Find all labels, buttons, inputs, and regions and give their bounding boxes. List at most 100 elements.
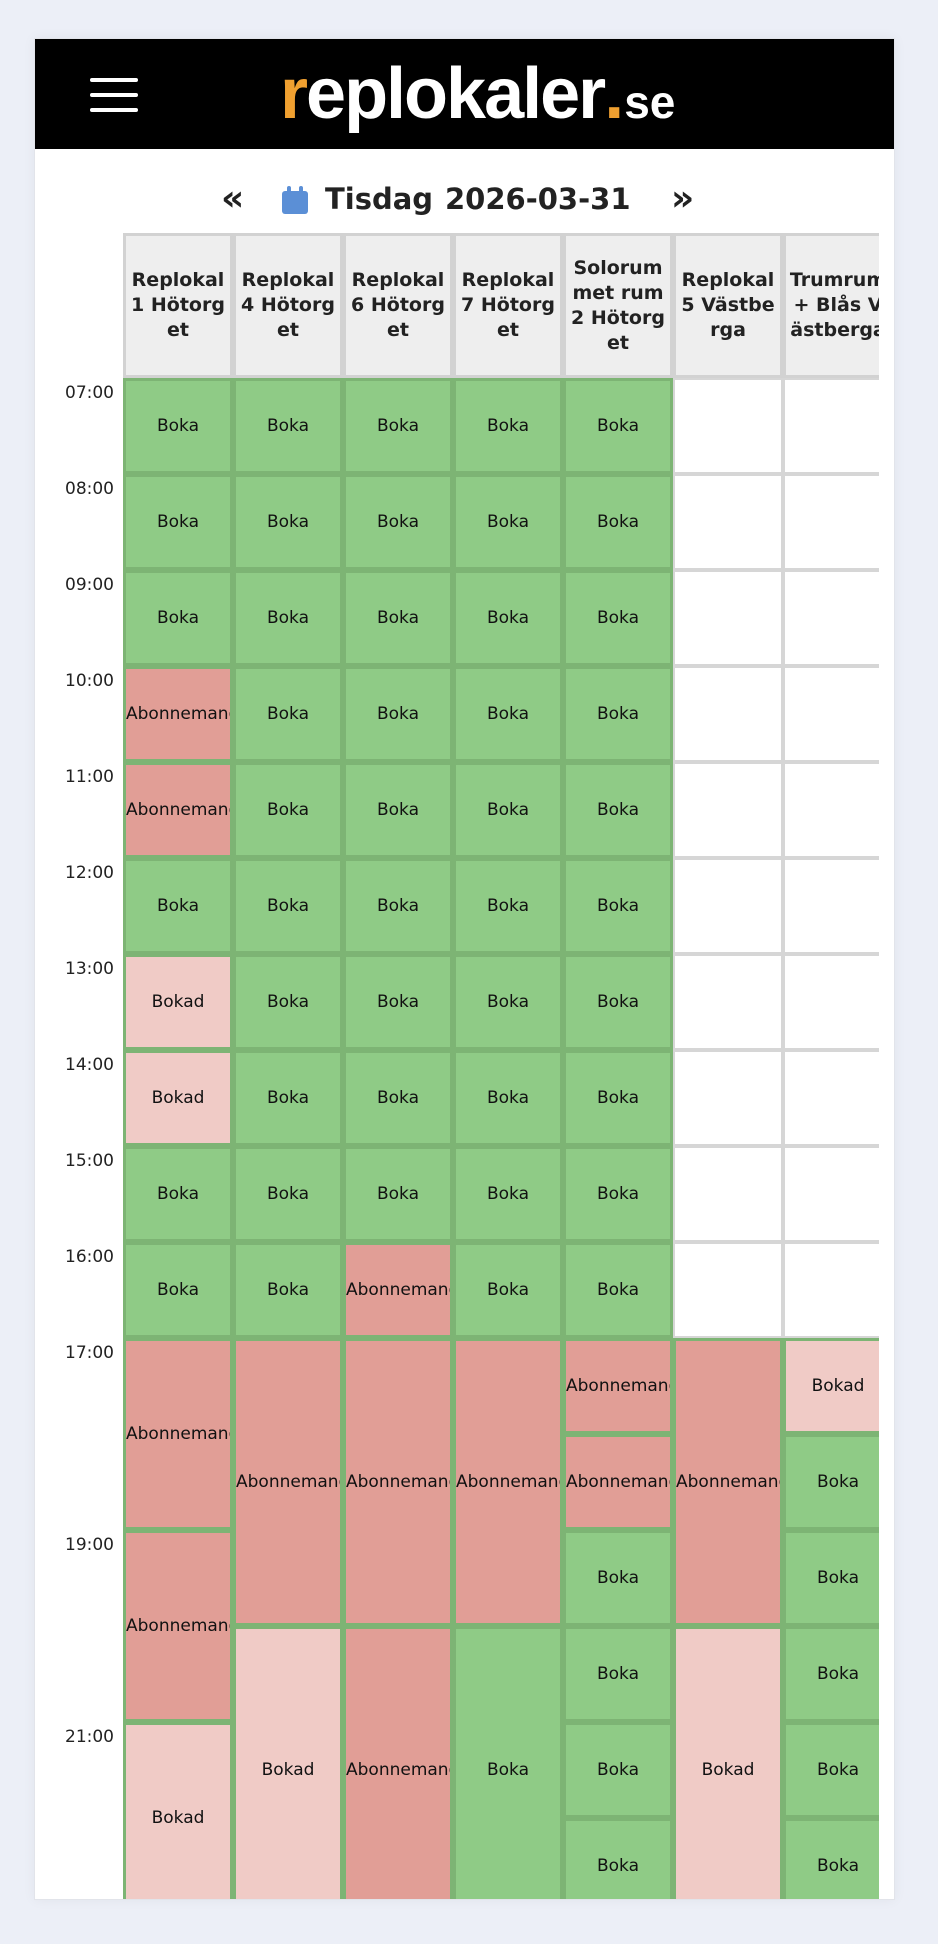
empty-slot	[783, 762, 879, 858]
slot-available[interactable]: Boka	[563, 1146, 673, 1242]
calendar-icon[interactable]	[282, 186, 308, 214]
slot-label: Boka	[376, 512, 420, 532]
slot-available[interactable]: Boka	[453, 1242, 563, 1338]
hamburger-icon[interactable]	[90, 76, 140, 114]
slot-subscription[interactable]: Abonnemang	[123, 1338, 233, 1530]
logo-main: eplokaler	[306, 54, 606, 134]
slot-available[interactable]: Boka	[343, 378, 453, 474]
slot-available[interactable]: Boka	[233, 858, 343, 954]
slot-available[interactable]: Boka	[783, 1530, 879, 1626]
slot-available[interactable]: Boka	[233, 474, 343, 570]
slot-available[interactable]: Boka	[123, 474, 233, 570]
slot-available[interactable]: Boka	[453, 378, 563, 474]
slot-available[interactable]: Boka	[783, 1722, 879, 1818]
slot-label: Abonnemang	[566, 1376, 670, 1396]
slot-subscription[interactable]: Abonnemang	[563, 1434, 673, 1530]
next-day-button[interactable]: »	[671, 178, 695, 219]
slot-subscription[interactable]: Abonnemang	[453, 1338, 563, 1626]
slot-label: Abonnemang	[126, 1616, 230, 1636]
slot-available[interactable]: Boka	[563, 570, 673, 666]
slot-subscription[interactable]: Abonnemang	[563, 1338, 673, 1434]
slot-available[interactable]: Boka	[563, 378, 673, 474]
slot-available[interactable]: Boka	[343, 570, 453, 666]
slot-label: Boka	[486, 1184, 530, 1204]
slot-available[interactable]: Boka	[123, 1146, 233, 1242]
slot-available[interactable]: Boka	[123, 858, 233, 954]
slot-subscription[interactable]: Abonnemang	[343, 1626, 453, 1899]
slot-label: Boka	[266, 608, 310, 628]
schedule-grid[interactable]: 07:00 08:00 09:00 10:00 11:00 12:00 13:00 14:00…	[35, 39, 879, 1899]
slot-available[interactable]: Boka	[343, 762, 453, 858]
day-name: Tisdag	[325, 182, 434, 216]
column-header: Replokal 1 Hötorget	[123, 233, 233, 378]
slot-available[interactable]: Boka	[563, 1530, 673, 1626]
slot-subscription[interactable]: Abonnemang	[233, 1338, 343, 1626]
slot-available[interactable]: Boka	[453, 954, 563, 1050]
slot-available[interactable]: Boka	[783, 1626, 879, 1722]
slot-available[interactable]: Boka	[343, 858, 453, 954]
slot-available[interactable]: Boka	[123, 378, 233, 474]
slot-available[interactable]: Boka	[783, 1818, 879, 1899]
slot-booked[interactable]: Bokad	[783, 1338, 879, 1434]
slot-available[interactable]: Boka	[453, 666, 563, 762]
logo[interactable]: r eplokaler. se	[280, 53, 675, 134]
slot-available[interactable]: Boka	[233, 1050, 343, 1146]
current-date[interactable]: 2026-03-31	[445, 182, 631, 216]
slot-booked[interactable]: Bokad	[673, 1626, 783, 1899]
slot-available[interactable]: Boka	[123, 1242, 233, 1338]
slot-available[interactable]: Boka	[453, 1146, 563, 1242]
slot-label: Boka	[486, 800, 530, 820]
slot-subscription[interactable]: Abonnemang	[343, 1242, 453, 1338]
slot-available[interactable]: Boka	[233, 954, 343, 1050]
slot-available[interactable]: Boka	[123, 570, 233, 666]
slot-available[interactable]: Boka	[343, 1146, 453, 1242]
time-label: 15:00	[65, 1151, 114, 1171]
slot-available[interactable]: Boka	[233, 666, 343, 762]
slot-available[interactable]: Boka	[563, 1050, 673, 1146]
slot-available[interactable]: Boka	[563, 954, 673, 1050]
slot-available[interactable]: Boka	[563, 1818, 673, 1899]
slot-available[interactable]: Boka	[453, 1050, 563, 1146]
slot-available[interactable]: Boka	[783, 1434, 879, 1530]
time-label: 12:00	[65, 863, 114, 883]
slot-booked[interactable]: Bokad	[233, 1626, 343, 1899]
slot-available[interactable]: Boka	[343, 666, 453, 762]
slot-available[interactable]: Boka	[563, 762, 673, 858]
slot-available[interactable]: Boka	[453, 1626, 563, 1899]
empty-slot	[673, 762, 783, 858]
slot-booked[interactable]: Bokad	[123, 1722, 233, 1899]
slot-available[interactable]: Boka	[343, 474, 453, 570]
slot-label: Boka	[376, 800, 420, 820]
slot-subscription[interactable]: Abonnemang	[673, 1338, 783, 1626]
slot-available[interactable]: Boka	[563, 858, 673, 954]
slot-available[interactable]: Boka	[453, 762, 563, 858]
slot-label: Boka	[596, 1760, 640, 1780]
slot-available[interactable]: Boka	[233, 1146, 343, 1242]
slot-booked[interactable]: Bokad	[123, 1050, 233, 1146]
slot-available[interactable]: Boka	[563, 1722, 673, 1818]
slot-available[interactable]: Boka	[563, 1626, 673, 1722]
slot-available[interactable]: Boka	[233, 570, 343, 666]
slot-subscription[interactable]: Abonnemang	[123, 762, 233, 858]
slot-available[interactable]: Boka	[563, 666, 673, 762]
time-label: 21:00	[65, 1727, 114, 1747]
slot-available[interactable]: Boka	[453, 570, 563, 666]
slot-available[interactable]: Boka	[563, 1242, 673, 1338]
slot-available[interactable]: Boka	[233, 762, 343, 858]
slot-subscription[interactable]: Abonnemang	[343, 1338, 453, 1626]
slot-available[interactable]: Boka	[233, 378, 343, 474]
slot-label: Boka	[486, 512, 530, 532]
slot-available[interactable]: Boka	[453, 474, 563, 570]
slot-available[interactable]: Boka	[233, 1242, 343, 1338]
slot-booked[interactable]: Bokad	[123, 954, 233, 1050]
slot-subscription[interactable]: Abonnemang	[123, 666, 233, 762]
slot-label: Abonnemang	[346, 1280, 450, 1300]
slot-subscription[interactable]: Abonnemang	[123, 1530, 233, 1722]
previous-day-button[interactable]: «	[221, 178, 245, 219]
slot-label: Bokad	[151, 1808, 205, 1828]
slot-available[interactable]: Boka	[453, 858, 563, 954]
empty-slot	[673, 666, 783, 762]
slot-available[interactable]: Boka	[343, 1050, 453, 1146]
slot-available[interactable]: Boka	[343, 954, 453, 1050]
slot-available[interactable]: Boka	[563, 474, 673, 570]
